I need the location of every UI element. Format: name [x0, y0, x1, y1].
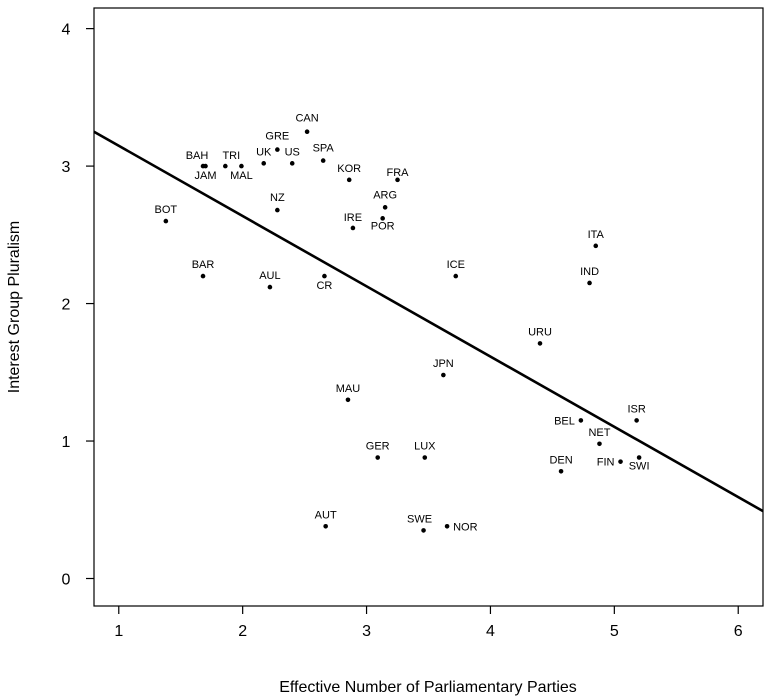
data-point-isr	[634, 418, 639, 423]
x-tick-label: 1	[114, 623, 123, 640]
data-point-mal	[239, 163, 244, 169]
y-axis-title: Interest Group Pluralism	[6, 221, 23, 394]
point-label-bah: BAH	[186, 150, 209, 162]
data-point-can	[304, 129, 310, 135]
data-point-uru	[537, 341, 543, 346]
y-tick-label: 1	[62, 434, 71, 451]
data-point-den	[558, 468, 564, 474]
data-point-arg	[382, 205, 388, 210]
x-tick-label: 5	[610, 623, 619, 640]
data-points	[163, 129, 642, 533]
data-point-swe	[421, 528, 426, 533]
data-point-ita	[593, 243, 599, 249]
data-point-gre	[275, 147, 280, 152]
point-label-bot: BOT	[155, 204, 178, 216]
point-label-aul: AUL	[259, 270, 280, 282]
point-label-ire: IRE	[344, 212, 362, 224]
data-point-ind	[587, 280, 592, 286]
y-tick-label: 4	[62, 22, 71, 39]
x-tick-label: 6	[734, 623, 743, 640]
point-label-arg: ARG	[373, 189, 397, 201]
y-tick-label: 2	[62, 297, 71, 314]
point-label-bel: BEL	[554, 415, 575, 427]
point-label-ger: GER	[366, 441, 390, 453]
point-label-den: DEN	[549, 454, 572, 466]
data-point-net	[597, 441, 602, 447]
data-point-ire	[350, 225, 356, 231]
data-point-jpn	[441, 372, 446, 378]
point-label-uru: URU	[528, 326, 552, 338]
y-tick-label: 0	[62, 572, 71, 589]
data-point-bot	[163, 218, 169, 224]
point-label-kor: KOR	[337, 163, 361, 175]
point-label-gre: GRE	[265, 131, 289, 143]
point-label-us: US	[285, 146, 300, 158]
x-tick-label: 3	[362, 623, 371, 640]
y-axis: 0 1 2 3 4	[62, 22, 94, 589]
point-label-ita: ITA	[588, 229, 605, 241]
data-point-spa	[320, 158, 326, 163]
regression-line	[93, 130, 764, 513]
point-label-fin: FIN	[597, 457, 615, 469]
x-tick-label: 2	[238, 623, 247, 640]
data-point-lux	[422, 455, 428, 460]
data-point-fra	[395, 177, 400, 183]
x-axis: 1 2 3 4 5 6	[114, 606, 743, 640]
point-label-aut: AUT	[315, 509, 337, 521]
point-label-lux: LUX	[414, 441, 436, 453]
point-label-swi: SWI	[629, 461, 650, 473]
data-point-bar	[200, 273, 206, 279]
point-label-fra: FRA	[387, 167, 410, 179]
data-point-uk	[261, 161, 267, 166]
plot-frame	[93, 7, 764, 607]
data-point-aul	[267, 284, 273, 290]
point-label-jpn: JPN	[433, 358, 454, 370]
data-point-por	[380, 216, 385, 221]
point-label-cr: CR	[316, 280, 332, 292]
data-point-swi	[636, 455, 642, 460]
x-tick-label: 4	[486, 623, 495, 640]
x-axis-title: Effective Number of Parliamentary Partie…	[279, 679, 577, 696]
point-label-tri: TRI	[222, 150, 240, 162]
data-point-us	[289, 161, 295, 166]
point-label-isr: ISR	[627, 403, 645, 415]
data-point-mau	[345, 397, 351, 403]
point-label-mal: MAL	[230, 170, 253, 182]
data-point-bel	[578, 418, 584, 423]
point-label-por: POR	[371, 220, 395, 232]
data-point-cr	[322, 273, 327, 279]
point-label-nz: NZ	[270, 192, 285, 204]
y-tick-label: 3	[62, 159, 71, 176]
data-point-kor	[346, 177, 352, 183]
point-label-spa: SPA	[313, 143, 335, 155]
point-label-can: CAN	[295, 113, 318, 125]
point-label-ind: IND	[580, 266, 599, 278]
data-point-nz	[275, 207, 280, 213]
point-label-net: NET	[588, 427, 610, 439]
point-label-mau: MAU	[336, 383, 361, 395]
point-label-bar: BAR	[192, 259, 215, 271]
data-point-aut	[323, 523, 328, 529]
data-point-fin	[618, 459, 623, 464]
data-point-tri	[223, 163, 228, 169]
data-point-jam	[203, 163, 208, 169]
point-label-swe: SWE	[407, 513, 432, 525]
point-labels: CAN GRE UK US SPA BAH TRI JAM MAL KOR FRA ARG POR IRE…	[155, 113, 650, 534]
point-label-uk: UK	[256, 146, 272, 158]
point-label-nor: NOR	[453, 521, 478, 533]
point-label-ice: ICE	[447, 259, 465, 271]
data-point-ger	[375, 455, 381, 460]
point-label-jam: JAM	[195, 170, 217, 182]
data-point-nor	[444, 523, 450, 529]
data-point-ice	[453, 273, 459, 279]
